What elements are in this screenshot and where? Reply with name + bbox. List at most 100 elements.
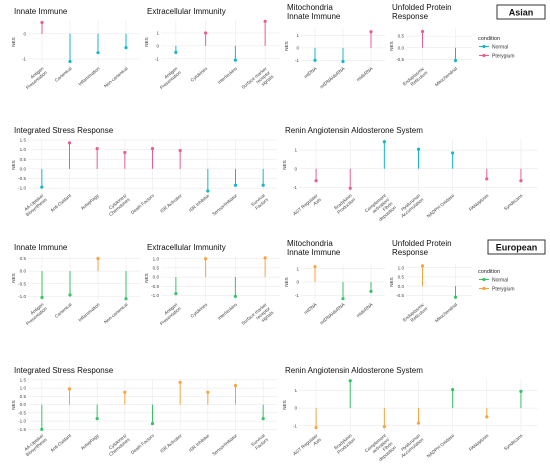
lollipop-point (233, 58, 237, 62)
x-tick-label-line: mtDNA/dsRNA (319, 65, 346, 89)
asian-legend-pterygium-dot (482, 53, 486, 58)
x-tick-label-line: Axis (312, 196, 322, 206)
y-tick-label: -0.5 (18, 176, 26, 181)
lollipop-point (313, 58, 317, 62)
lollipop-point (68, 59, 72, 64)
x-tick-label-line: Canonical (54, 302, 73, 319)
x-tick-label: mtDNA/dsRNA (319, 65, 346, 89)
y-tick-label: 1 (294, 388, 297, 393)
lollipop-point (348, 379, 352, 383)
x-tick-label-line: Inflammation (77, 302, 101, 323)
y-tick-label: -1.0 (18, 419, 26, 424)
x-tick-label: Canonical (54, 66, 73, 83)
y-tick-label: -1 (155, 56, 160, 61)
y-tick-label: 0 (23, 31, 26, 36)
lollipop-point (382, 424, 386, 429)
x-tick-label-line: Mitochondrial (434, 66, 458, 87)
european-legend-pterygium: Pterygium (492, 286, 515, 292)
y-axis-label: NES (11, 160, 16, 169)
panel-11: Renin Angiotensin Aldosterone System -1 0 1… (282, 366, 538, 465)
y-tick-label: 0.0 (398, 45, 405, 50)
lollipop-point (150, 421, 155, 426)
lollipop-point (519, 389, 523, 393)
x-tick-label: Death Factors (130, 192, 156, 215)
y-tick-label: -0.5 (18, 281, 26, 286)
y-tick-label: 1.5 (20, 138, 27, 143)
x-tick-label-line: Interleukins (217, 65, 239, 84)
lollipop-point (420, 264, 425, 268)
panel-6: Innate Immune -1.0 -0.5 0.0 0.5 NES AntigenPre… (11, 243, 140, 326)
x-tick-label: Complementactivation/Fibrindeposition (364, 432, 398, 465)
x-tick-label-line: Cytokines (190, 65, 209, 82)
lollipop-point (420, 29, 425, 34)
x-tick-label-line: Syndecans (503, 192, 524, 211)
lollipop-point (314, 425, 318, 430)
y-tick-label: 0 (296, 280, 299, 285)
y-axis-label: NES (389, 277, 394, 286)
x-tick-label: NADPH Oxidase (426, 433, 456, 459)
lollipop-point (68, 293, 72, 297)
y-tick-label: 1.5 (20, 377, 27, 382)
lollipop-point (382, 140, 386, 144)
european-legend-pterygium-dot (482, 286, 486, 291)
x-tick-label: BradykininProduction (333, 433, 357, 455)
lollipop-point (123, 150, 127, 155)
x-tick-label-line: Fibrin (382, 441, 394, 452)
x-tick-label: Non-canonical (103, 302, 129, 325)
y-tick-label: 1 (296, 33, 299, 38)
lollipop-point (233, 183, 238, 187)
x-tick-label-line: Sensor/Initiator (211, 193, 238, 217)
panels: Innate Immune -1 0 NES AntigenPresentation Ca… (11, 3, 538, 465)
x-tick-label-line: Mitochondrial (434, 302, 458, 323)
panel-title: Extracellular Immunity (147, 243, 226, 252)
x-tick-label-line: Cytokines (190, 301, 209, 318)
x-tick-label-line: Autophagy (80, 432, 101, 450)
y-tick-label: -1.0 (18, 186, 26, 191)
y-tick-label: 1 (156, 31, 159, 36)
y-tick-label: 0.5 (153, 266, 160, 271)
x-tick-label: ISR Activator (159, 193, 183, 214)
y-tick-label: 0.0 (153, 275, 160, 280)
x-tick-label: Complementactivation/Fibrindeposition (364, 192, 398, 225)
panel-title: Renin Angiotensin Aldosterone System (285, 366, 423, 375)
x-tick-label: Anti-Oxidant (50, 192, 73, 213)
x-tick-label: Interleukins (217, 65, 239, 84)
y-tick-label: 0.5 (398, 275, 405, 280)
y-axis-label: NES (144, 37, 149, 46)
panel-title: Innate Immune (287, 12, 341, 21)
y-tick-label: 1.0 (20, 386, 27, 391)
x-tick-label-line: ISR Inhibitor (188, 193, 211, 213)
x-tick-label: AA-Uptake/Biosynthesis (22, 432, 49, 457)
y-tick-label: 0.0 (20, 402, 27, 407)
x-tick-label-line: Fibrin (382, 201, 394, 212)
x-tick-label-line: Inflammation (77, 66, 101, 87)
y-tick-label: -1 (295, 293, 300, 298)
lollipop-point (124, 46, 128, 50)
lollipop-point (313, 265, 317, 269)
x-tick-label: mtdsRNA (355, 301, 374, 318)
y-tick-label: -1.0 (18, 294, 26, 299)
panel-title: Integrated Stress Response (14, 126, 114, 135)
x-tick-label-line: ISR Activator (159, 433, 183, 454)
panel-title: Integrated Stress Response (14, 366, 114, 375)
european-badge-box (487, 239, 546, 255)
lollipop-point (40, 295, 44, 300)
x-tick-label: ISR Activator (159, 433, 183, 454)
lollipop-point (485, 415, 489, 419)
x-tick-label: Mitochondrial (434, 66, 458, 87)
x-tick-label: PANoptosis (468, 192, 490, 211)
x-tick-label: Interleukins (217, 301, 239, 320)
lollipop-point (263, 256, 267, 260)
y-tick-label: 0.0 (20, 166, 27, 171)
x-tick-label: Autophagy (80, 432, 101, 450)
y-tick-label: 0.5 (20, 157, 27, 162)
lollipop-point (233, 384, 238, 388)
x-tick-label-line: ISR Inhibitor (188, 433, 211, 453)
y-tick-label: -0.5 (18, 410, 26, 415)
x-tick-label-line: Autophagy (80, 192, 101, 210)
x-tick-label: AntigenPresentation (22, 66, 49, 91)
asian-legend-normal-dot (482, 44, 486, 49)
y-tick-label: -1 (293, 185, 298, 190)
x-tick-label: Sensor/Initiator (211, 193, 238, 217)
y-tick-label: 0 (294, 406, 297, 411)
